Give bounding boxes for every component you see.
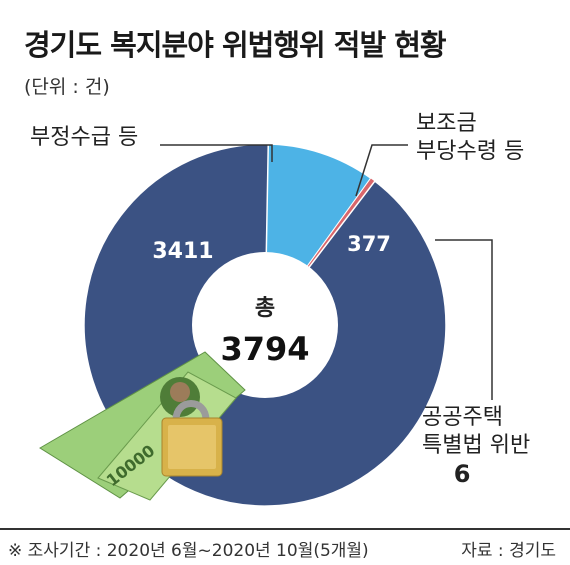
callout-subsidy: 보조금 부당수령 등 [416,110,524,165]
callout-subsidy-line1: 보조금 [416,111,477,136]
source-note: 자료 : 경기도 [461,541,556,561]
donut-hole [192,252,338,398]
callout-housing-line1: 공공주택 [422,405,503,430]
callout-housing: 공공주택 특별법 위반 6 [422,404,530,489]
callout-housing-line2: 특별법 위반 [422,432,531,458]
slice-value-subsidy: 377 [347,232,391,256]
survey-period-note: ※ 조사기간 : 2020년 6월~2020년 10월(5개월) [8,541,369,561]
unit-label: (단위 : 건) [24,76,110,98]
callout-fraud: 부정수급 등 [30,124,138,152]
money-lock-illustration: 10000 [39,351,246,501]
chart-title: 경기도 복지분야 위법행위 적발 현황 [24,28,447,62]
footer: ※ 조사기간 : 2020년 6월~2020년 10월(5개월) 자료 : 경기… [0,528,570,565]
center-label: 총 [255,296,275,321]
leader-line-fraud [160,144,273,162]
callout-subsidy-line2: 부당수령 등 [416,138,525,164]
leader-line-housing [435,239,493,400]
center-total: 3794 [220,330,309,368]
leader-line-subsidy [355,144,408,197]
slice-value-housing: 6 [453,460,471,488]
callout-fraud-text: 부정수급 등 [30,125,139,150]
slice-value-fraud: 3411 [152,239,213,264]
